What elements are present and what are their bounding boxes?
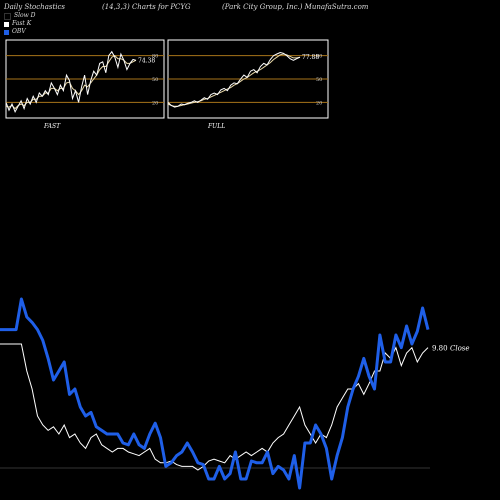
fast-ytick-50: 50 [152,77,158,83]
header-subtitle: (14,3,3) Charts for PCYG [102,3,191,11]
legend-label-obv: OBV [12,28,26,35]
full-last-value: 77.88 [302,54,319,61]
fast-ytick-80: 80 [152,54,158,60]
legend-label-slow-d: Slow D [14,12,36,19]
fast-series-fast-k [5,50,137,113]
full-ytick-80: 80 [316,54,322,60]
legend-label-fast-k: Fast K [12,20,32,27]
legend: Slow D Fast K OBV [4,12,36,36]
close-last-value-suffix: Close [450,345,470,353]
full-series-full-k [167,51,301,108]
header-company: (Park City Group, Inc.) MunafaSutra.com [222,3,369,11]
header-title: Daily Stochastics [4,3,66,11]
legend-item-obv: OBV [4,28,36,36]
legend-swatch-obv [4,29,9,35]
legend-swatch-slow-d [4,12,11,20]
close-last-value: 9.80 [432,345,448,353]
main-series-obv [0,297,430,490]
fast-xlabel: FAST [43,123,61,130]
main-series-close [0,343,429,471]
full-ytick-50: 50 [316,77,322,83]
legend-item-fast-k: Fast K [4,20,36,28]
legend-item-slow-d: Slow D [4,12,36,20]
fast-ytick-20: 20 [152,100,158,106]
fast-last-value: 74.38 [138,57,155,64]
full-ytick-20: 20 [316,100,322,106]
legend-swatch-fast-k [4,21,9,27]
full-series-full-d [167,53,301,107]
full-xlabel: FULL [207,123,225,130]
